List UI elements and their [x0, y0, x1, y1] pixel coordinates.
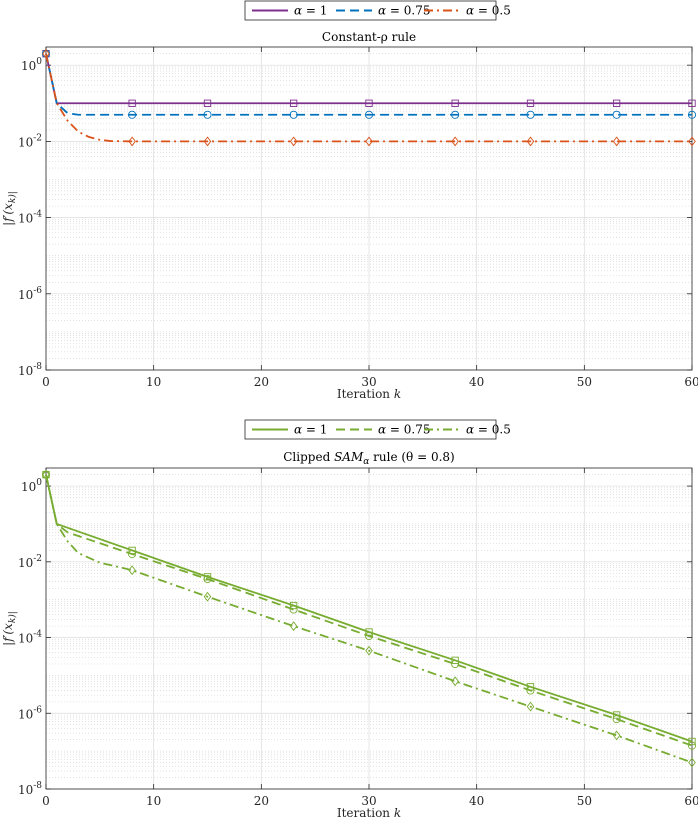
data-point	[688, 136, 696, 147]
data-point	[526, 110, 535, 119]
data-point	[451, 659, 460, 669]
data-point	[203, 99, 212, 107]
data-point	[365, 99, 373, 107]
y-axis-label: |f′(xk)|​	[1, 611, 18, 646]
series-line	[45, 474, 693, 743]
chart-title: Clipped SAMα rule (θ = 0.8)	[283, 450, 454, 467]
y-tick-label: 10-6	[18, 286, 42, 302]
data-point	[526, 136, 535, 147]
series-2	[41, 49, 697, 119]
series-3	[42, 48, 696, 147]
data-point	[364, 631, 374, 641]
y-tick-label: 10-8	[18, 362, 42, 378]
data-point	[364, 110, 374, 119]
series-line	[45, 474, 693, 764]
legend-label: α = 0.5	[466, 423, 511, 437]
y-tick-label: 10-2	[18, 133, 42, 149]
y-tick-label: 10-6	[18, 705, 42, 721]
data-point	[688, 99, 696, 107]
data-point	[687, 741, 697, 750]
x-tick-label: 40	[469, 794, 484, 808]
x-tick-label: 10	[146, 794, 161, 808]
x-tick-label: 50	[577, 375, 592, 389]
data-point	[451, 110, 460, 119]
y-tick-label: 10-4	[18, 210, 42, 226]
chart-panel-2: 0 10 20 30 40 50 60 100 10-2 10-4 10-6 10-8 Clipped …	[1, 419, 698, 820]
data-point	[289, 110, 298, 119]
data-point	[289, 99, 298, 107]
data-point	[526, 686, 535, 695]
x-tick-label: 20	[254, 375, 269, 389]
legend-label: α = 0.75	[378, 423, 431, 437]
data-point	[42, 48, 50, 59]
y-tick-label: 100	[21, 57, 42, 73]
data-point	[203, 591, 212, 602]
data-point	[612, 715, 621, 724]
chart-title: Constant-ρ rule	[322, 30, 416, 44]
x-tick-label: 40	[469, 375, 484, 389]
x-tick-label: 30	[361, 375, 376, 389]
series-line	[45, 53, 692, 143]
data-point	[128, 110, 137, 119]
data-point	[128, 550, 137, 559]
data-point	[365, 136, 373, 147]
data-point	[289, 621, 298, 632]
data-point	[526, 99, 535, 107]
x-axis-label: Iteration k	[337, 387, 401, 401]
series-line	[45, 53, 692, 105]
data-point	[128, 136, 136, 147]
legend-label: α = 0.5	[466, 4, 511, 18]
data-point	[451, 136, 459, 147]
x-axis-label: Iteration k	[337, 806, 401, 820]
data-point	[365, 645, 373, 656]
x-tick-label: 60	[684, 375, 698, 389]
series-line	[45, 474, 693, 747]
legend: α = 1 α = 0.75 α = 0.5	[244, 419, 511, 440]
x-tick-label: 60	[684, 794, 698, 808]
data-point	[612, 110, 621, 119]
series-3	[42, 469, 696, 768]
x-tick-label: 0	[42, 794, 50, 808]
data-point	[451, 99, 459, 107]
data-point	[128, 565, 136, 576]
x-tick-label: 10	[146, 375, 161, 389]
data-point	[289, 136, 298, 147]
x-tick-label: 30	[361, 794, 376, 808]
chart-panel-1: 0 10 20 30 40 50 60 100 10-2 10-4 10-6 10-8 Constant…	[1, 0, 698, 401]
data-point	[42, 469, 50, 480]
data-point	[128, 99, 136, 107]
x-tick-label: 0	[42, 375, 50, 389]
legend-label: α = 1	[294, 423, 327, 437]
data-point	[203, 110, 212, 119]
data-point	[688, 737, 696, 746]
data-point	[203, 136, 212, 147]
y-tick-label: 10-2	[18, 554, 42, 570]
legend: α = 1 α = 0.75 α = 0.5	[244, 0, 511, 21]
data-point	[451, 676, 459, 687]
data-point	[612, 711, 621, 719]
y-tick-label: 10-8	[18, 781, 42, 797]
data-point	[612, 136, 621, 147]
legend-label: α = 0.75	[378, 4, 431, 18]
data-point	[526, 701, 535, 712]
data-point	[687, 110, 697, 119]
data-point	[289, 605, 298, 614]
y-tick-label: 100	[21, 478, 42, 494]
data-point	[451, 656, 459, 664]
data-point	[203, 575, 212, 584]
y-axis-label: |f′(xk)|​	[1, 191, 18, 226]
legend-label: α = 1	[294, 4, 327, 18]
data-point	[612, 99, 621, 107]
x-tick-label: 50	[577, 794, 592, 808]
y-tick-label: 10-4	[18, 630, 42, 646]
data-point	[688, 757, 696, 768]
x-tick-label: 20	[254, 794, 269, 808]
data-point	[612, 730, 621, 741]
